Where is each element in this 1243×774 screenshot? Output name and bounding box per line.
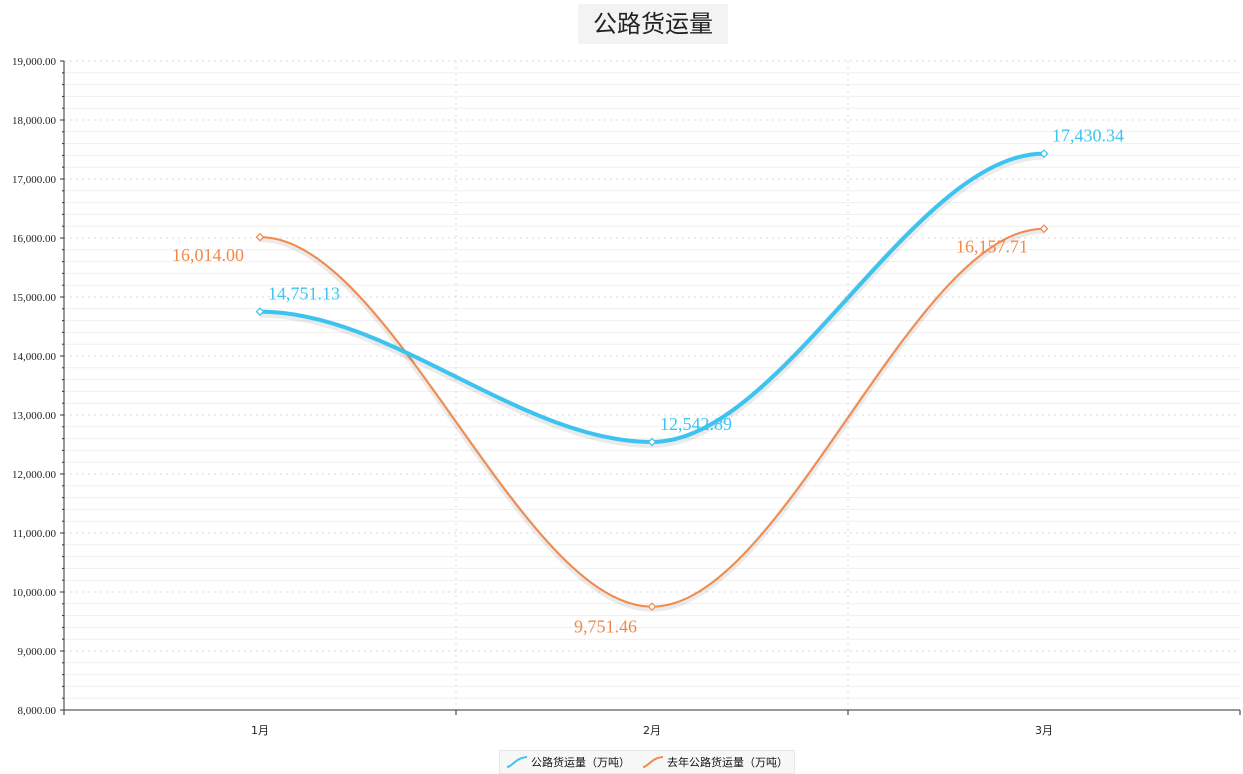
grid-lines xyxy=(64,60,1240,711)
data-label: 16,014.00 xyxy=(172,245,244,265)
y-tick-label: 15,000.00 xyxy=(12,292,57,304)
data-label: 16,157.71 xyxy=(956,237,1028,257)
y-tick-label: 12,000.00 xyxy=(12,469,57,481)
chart-title: 公路货运量 xyxy=(578,4,728,44)
y-tick-label: 19,000.00 xyxy=(12,56,57,68)
y-tick-label: 9,000.00 xyxy=(18,646,57,658)
data-labels: 16,014.00 9,751.46 16,157.71 14,751.13 12,54… xyxy=(172,126,1124,637)
series-shadow xyxy=(259,227,1045,612)
legend-item-current[interactable]: 公路货运量（万吨） xyxy=(506,754,630,770)
y-tick-label: 17,000.00 xyxy=(12,174,57,186)
legend-label-current: 公路货运量（万吨） xyxy=(531,756,630,769)
y-tick-label: 14,000.00 xyxy=(12,351,57,363)
legend-label-last-year: 去年公路货运量（万吨） xyxy=(667,756,788,769)
data-point xyxy=(255,307,265,317)
axes: 8,000.00 9,000.00 10,000.00 11,000.00 12,000… xyxy=(12,56,1241,737)
data-point xyxy=(1039,224,1049,234)
data-label: 17,430.34 xyxy=(1052,126,1124,146)
y-tick-label: 16,000.00 xyxy=(12,233,57,245)
y-tick-label: 18,000.00 xyxy=(12,115,57,127)
data-point xyxy=(647,437,657,447)
series-line-0 xyxy=(258,151,1046,444)
data-point xyxy=(255,232,265,242)
legend: 公路货运量（万吨） 去年公路货运量（万吨） xyxy=(499,750,795,774)
legend-item-last-year[interactable]: 去年公路货运量（万吨） xyxy=(642,754,788,770)
y-tick-label: 11,000.00 xyxy=(12,528,56,540)
y-tick-label: 13,000.00 xyxy=(12,410,57,422)
legend-swatch-current xyxy=(506,756,528,768)
series-shadow xyxy=(259,151,1045,448)
x-tick-label: 1月 xyxy=(251,724,269,737)
y-tick-label: 10,000.00 xyxy=(12,587,57,599)
legend-swatch-last-year xyxy=(642,756,664,768)
data-point xyxy=(647,602,657,612)
y-tick-label: 8,000.00 xyxy=(18,705,57,717)
x-tick-label: 3月 xyxy=(1035,724,1053,737)
data-label: 9,751.46 xyxy=(574,617,637,637)
data-point xyxy=(1039,149,1049,158)
x-tick-label: 2月 xyxy=(643,724,661,737)
series-lines xyxy=(255,149,1049,612)
data-label: 14,751.13 xyxy=(268,284,340,304)
data-label: 12,542.89 xyxy=(660,414,732,434)
